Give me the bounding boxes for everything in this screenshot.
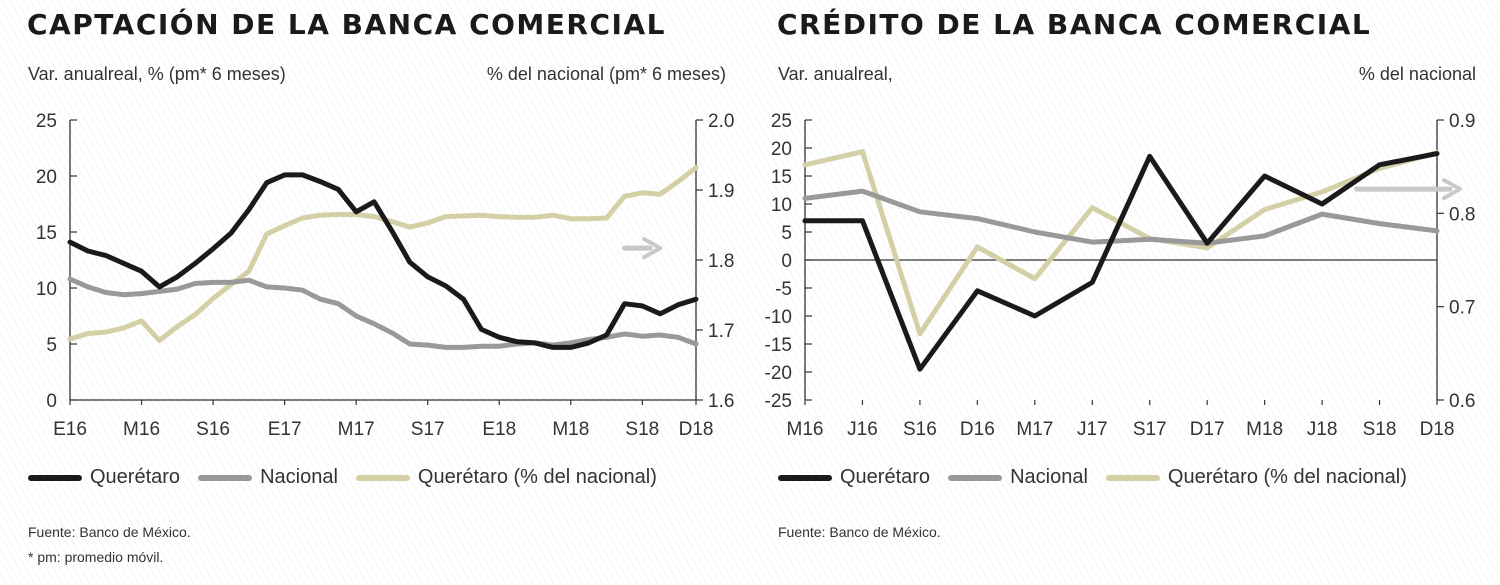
x-tick-label: S17 <box>1133 419 1167 440</box>
legend-label: Nacional <box>1010 466 1088 488</box>
left-y-tick-label: 15 <box>771 167 792 188</box>
x-tick-label: D16 <box>960 419 995 440</box>
x-tick-label: D17 <box>1190 419 1225 440</box>
legend-swatch-queretaro <box>778 474 832 481</box>
x-tick-label: D18 <box>1420 419 1455 440</box>
legend-label: Nacional <box>260 466 338 488</box>
legend-swatch-queretaro <box>28 474 82 481</box>
left-y-tick-label: -25 <box>765 391 792 412</box>
left-y-tick-label: 25 <box>771 111 792 132</box>
chart-title: CAPTACIÓN DE LA BANCA COMERCIAL <box>27 8 666 41</box>
legend-label: Querétaro <box>840 466 931 488</box>
legend-label: Querétaro <box>90 466 181 488</box>
left-y-tick-label: 20 <box>771 139 792 160</box>
x-tick-label: S16 <box>196 419 230 440</box>
x-tick-label: J17 <box>1077 419 1108 440</box>
x-tick-label: M16 <box>123 419 160 440</box>
x-tick-label: S17 <box>411 419 445 440</box>
left-y-tick-label: -15 <box>765 335 792 356</box>
footnote-source: Fuente: Banco de México. <box>778 524 941 540</box>
line-chart-credito: -25 -20 -15 -10 -5 0 5 10 15 20 25 0.6 0.7 0.8 0.9 M16 J… <box>765 111 1476 440</box>
x-tick-label: M18 <box>1246 419 1283 440</box>
footnote-pm: * pm: promedio móvil. <box>28 549 164 565</box>
left-y-tick-label: 10 <box>771 195 792 216</box>
left-y-tick-label: 25 <box>36 111 57 132</box>
chart-panel-captacion: CAPTACIÓN DE LA BANCA COMERCIAL Var. anu… <box>27 8 735 565</box>
right-y-tick-label: 0.8 <box>1449 204 1475 225</box>
x-tick-label: E17 <box>268 419 302 440</box>
legend-swatch-nacional <box>948 474 1003 481</box>
legend-item-nacional: Nacional <box>948 466 1088 489</box>
left-y-tick-label: 15 <box>36 223 57 244</box>
arrow-annotation-head <box>1441 178 1462 201</box>
x-tick-label: M18 <box>552 419 589 440</box>
legend: Querétaro Nacional Querétaro (% del naci… <box>28 466 675 489</box>
right-axis-label: % del nacional <box>1358 64 1476 84</box>
x-tick-label: E16 <box>53 419 87 440</box>
right-y-tick-label: 0.7 <box>1449 298 1475 319</box>
legend-label: Querétaro (% del nacional) <box>417 466 657 488</box>
x-tick-label: S18 <box>625 419 659 440</box>
left-axis-label: Var. anualreal, % (pm* 6 meses) <box>28 64 286 84</box>
x-tick-label: M17 <box>338 419 375 440</box>
x-tick-label: M16 <box>787 419 824 440</box>
right-y-tick-label: 1.9 <box>708 181 734 202</box>
right-y-tick-label: 1.8 <box>708 251 734 272</box>
left-axis-label: Var. anualreal, <box>778 64 893 84</box>
footnote-source: Fuente: Banco de México. <box>28 524 191 540</box>
legend: Querétaro Nacional Querétaro (% del naci… <box>778 466 1425 489</box>
right-axis-label: % del nacional (pm* 6 meses) <box>486 64 726 84</box>
x-tick-label: S16 <box>903 419 937 440</box>
x-tick-label: S18 <box>1363 419 1397 440</box>
x-tick-label: J16 <box>847 419 878 440</box>
left-y-tick-label: -20 <box>765 363 792 384</box>
series-line-queretaro-pct <box>67 165 699 343</box>
series-line-queretaro <box>802 151 1440 372</box>
left-y-tick-label: 20 <box>36 167 57 188</box>
right-y-tick-label: 2.0 <box>708 111 734 132</box>
series-line-queretaro <box>67 172 699 350</box>
legend-item-queretaro: Querétaro <box>28 466 180 489</box>
x-tick-label: D18 <box>679 419 714 440</box>
legend-label: Querétaro (% del nacional) <box>1167 466 1407 488</box>
right-y-tick-label: 1.7 <box>708 321 734 342</box>
left-y-tick-label: -5 <box>775 279 792 300</box>
legend-item-queretaro-pct: Querétaro (% del nacional) <box>355 466 657 489</box>
x-tick-label: E18 <box>482 419 516 440</box>
left-y-tick-label: -10 <box>765 307 792 328</box>
legend-item-nacional: Nacional <box>198 466 338 489</box>
left-y-tick-label: 10 <box>36 279 57 300</box>
legend-swatch-queretaro-pct <box>355 474 410 481</box>
line-chart-captacion: 0 5 10 15 20 25 1.6 1.7 1.8 1.9 2.0 E16 M16 S16 E17 M17… <box>36 111 735 440</box>
chart-title: CRÉDITO DE LA BANCA COMERCIAL <box>777 8 1372 41</box>
legend-item-queretaro: Querétaro <box>778 466 930 489</box>
left-y-tick-label: 0 <box>46 391 57 412</box>
left-y-tick-label: 5 <box>781 223 792 244</box>
arrow-annotation-head <box>642 237 663 260</box>
series-line-nacional <box>802 188 1440 246</box>
chart-panel-credito: CRÉDITO DE LA BANCA COMERCIAL Var. anual… <box>750 0 1500 585</box>
legend-item-queretaro-pct: Querétaro (% del nacional) <box>1105 466 1407 489</box>
left-y-tick-label: 0 <box>781 251 792 272</box>
right-y-tick-label: 0.6 <box>1449 391 1475 412</box>
legend-swatch-queretaro-pct <box>1105 474 1160 481</box>
x-tick-label: M17 <box>1016 419 1053 440</box>
right-y-tick-label: 1.6 <box>708 391 734 412</box>
left-y-tick-label: 5 <box>46 335 57 356</box>
right-y-tick-label: 0.9 <box>1449 111 1475 132</box>
legend-swatch-nacional <box>198 474 253 481</box>
x-tick-label: J18 <box>1307 419 1338 440</box>
